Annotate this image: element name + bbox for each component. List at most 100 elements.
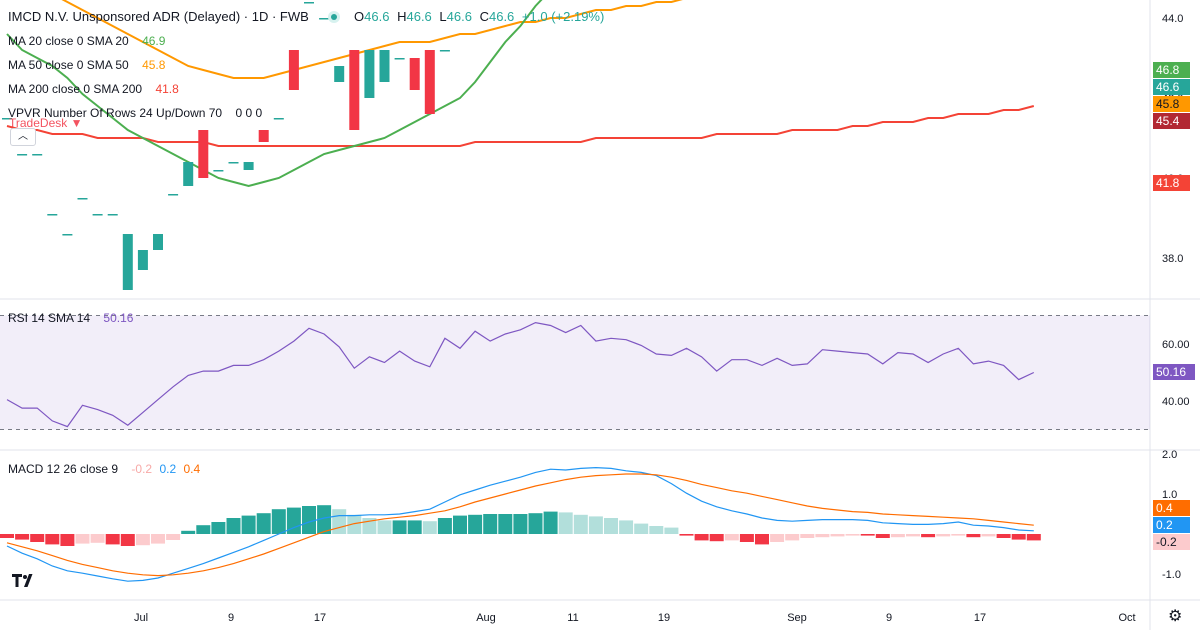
legend-macd-label: MACD 12 26 close 9 [8, 462, 119, 476]
rsi-line [6, 321, 1035, 428]
macd-line [6, 466, 1034, 582]
ma200-line [6, 105, 1035, 147]
legend-ma200[interactable]: MA 200 close 0 SMA 200 41.8 [8, 82, 183, 96]
candle [424, 50, 435, 114]
macd-histogram-bar [271, 509, 286, 534]
macd-histogram-bar [407, 520, 422, 534]
candle [198, 130, 209, 178]
candle [62, 234, 73, 236]
collapse-legend-button[interactable]: ︿ [10, 128, 36, 146]
legend-vpvr-label: VPVR Number Of Rows 24 Up/Down 70 [8, 106, 223, 120]
legend-macd-signal-value: 0.4 [183, 462, 201, 476]
macd-histogram-bar [785, 534, 800, 541]
candle [364, 50, 375, 98]
macd-histogram-bar [60, 534, 75, 546]
price-tag-ma50: 45.8 [1153, 96, 1190, 112]
macd-histogram-bar [830, 534, 845, 537]
candle [409, 58, 420, 90]
macd-histogram-bar [1011, 534, 1026, 540]
macd-histogram-bar [120, 534, 135, 546]
macd-histogram-bar [302, 506, 316, 534]
price-tag-macd-hist: -0.2 [1153, 534, 1190, 550]
macd-histogram-bar [151, 534, 165, 544]
legend-ma20[interactable]: MA 20 close 0 SMA 20 46.9 [8, 34, 169, 48]
macd-histogram-bar [860, 534, 875, 536]
macd-histogram-bar [30, 534, 45, 542]
time-axis-tick: 19 [658, 612, 670, 624]
ohlc-high-label: H [397, 9, 407, 24]
price-axis-tick: 44.0 [1162, 13, 1183, 25]
macd-histogram-bar [347, 514, 362, 534]
macd-histogram-bar [211, 522, 226, 534]
tradedesk-label: TradeDesk [9, 116, 68, 130]
macd-histogram-bar [453, 515, 467, 534]
macd-histogram-bar [45, 534, 60, 545]
candle [334, 66, 345, 82]
ma20-line [6, 0, 543, 188]
macd-histogram-bar [543, 511, 558, 534]
macd-histogram-bar [815, 534, 830, 538]
legend-macd-hist-value: -0.2 [131, 462, 153, 476]
tv-logo-icon [12, 574, 33, 587]
ma50-line [61, 0, 683, 79]
candle [213, 170, 224, 172]
rsi-band [0, 315, 1150, 430]
candle [32, 154, 43, 156]
candle [153, 234, 163, 250]
rsi-axis-tick: 40.00 [1162, 396, 1190, 408]
macd-histogram-bar [890, 534, 905, 538]
legend-rsi[interactable]: RSI 14 SMA 14 50.16 [8, 311, 137, 325]
price-tag-macd-signal: 0.4 [1153, 500, 1190, 516]
tradingview-logo[interactable] [10, 570, 38, 590]
macd-histogram-bar [634, 523, 649, 534]
candle [47, 214, 58, 216]
legend-ma50[interactable]: MA 50 close 0 SMA 50 45.8 [8, 58, 169, 72]
legend-ma20-value: 46.9 [142, 34, 166, 48]
macd-histogram-bar [196, 525, 211, 534]
price-tag-close: 46.6 [1153, 79, 1190, 95]
legend-macd[interactable]: MACD 12 26 close 9 -0.2 0.2 0.4 [8, 462, 204, 476]
macd-histogram-bar [558, 512, 573, 534]
candle [17, 154, 28, 156]
macd-histogram-bar [619, 520, 634, 534]
candle [107, 214, 118, 216]
macd-histogram-bar [513, 514, 528, 534]
macd-histogram-bar [921, 534, 936, 538]
macd-histogram-bar [256, 513, 271, 534]
macd-histogram-bar [105, 534, 120, 545]
candle [137, 250, 148, 270]
candle [168, 194, 179, 196]
candle [2, 118, 12, 120]
macd-histogram-bar [286, 507, 301, 534]
legend-ma20-label: MA 20 close 0 SMA 20 [8, 34, 129, 48]
legend-ma50-label: MA 50 close 0 SMA 50 [8, 58, 129, 72]
legend-rsi-value: 50.16 [103, 311, 134, 325]
macd-histogram-bar [573, 514, 588, 534]
time-axis-tick: 11 [567, 612, 578, 624]
macd-histogram-bar [241, 515, 256, 534]
macd-histogram-bar [724, 534, 739, 541]
tradedesk-watermark: TradeDesk ▼ [9, 116, 82, 130]
macd-histogram-bar [15, 534, 30, 540]
macd-axis-tick: 2.0 [1162, 449, 1177, 461]
candle [183, 162, 194, 186]
candle [258, 130, 269, 142]
ohlc-open-label: O [354, 9, 365, 24]
market-status-icon [328, 11, 341, 23]
candle [439, 50, 450, 52]
macd-histogram-bar [166, 534, 181, 540]
candle [304, 2, 314, 4]
macd-histogram-bar [317, 505, 332, 534]
macd-histogram-bar [770, 534, 785, 542]
macd-histogram-bar [679, 534, 694, 536]
gear-icon[interactable]: ⚙ [1168, 608, 1183, 625]
time-axis-tick: 9 [886, 612, 892, 624]
macd-signal-line [6, 473, 1034, 577]
macd-histogram-bar [226, 518, 241, 534]
time-axis-tick: Jul [134, 612, 148, 624]
candle [288, 50, 299, 90]
macd-histogram-bar [664, 527, 679, 534]
legend-vpvr[interactable]: VPVR Number Of Rows 24 Up/Down 70 0 0 0 [8, 106, 266, 120]
macd-axis-tick: -1.0 [1162, 569, 1181, 581]
